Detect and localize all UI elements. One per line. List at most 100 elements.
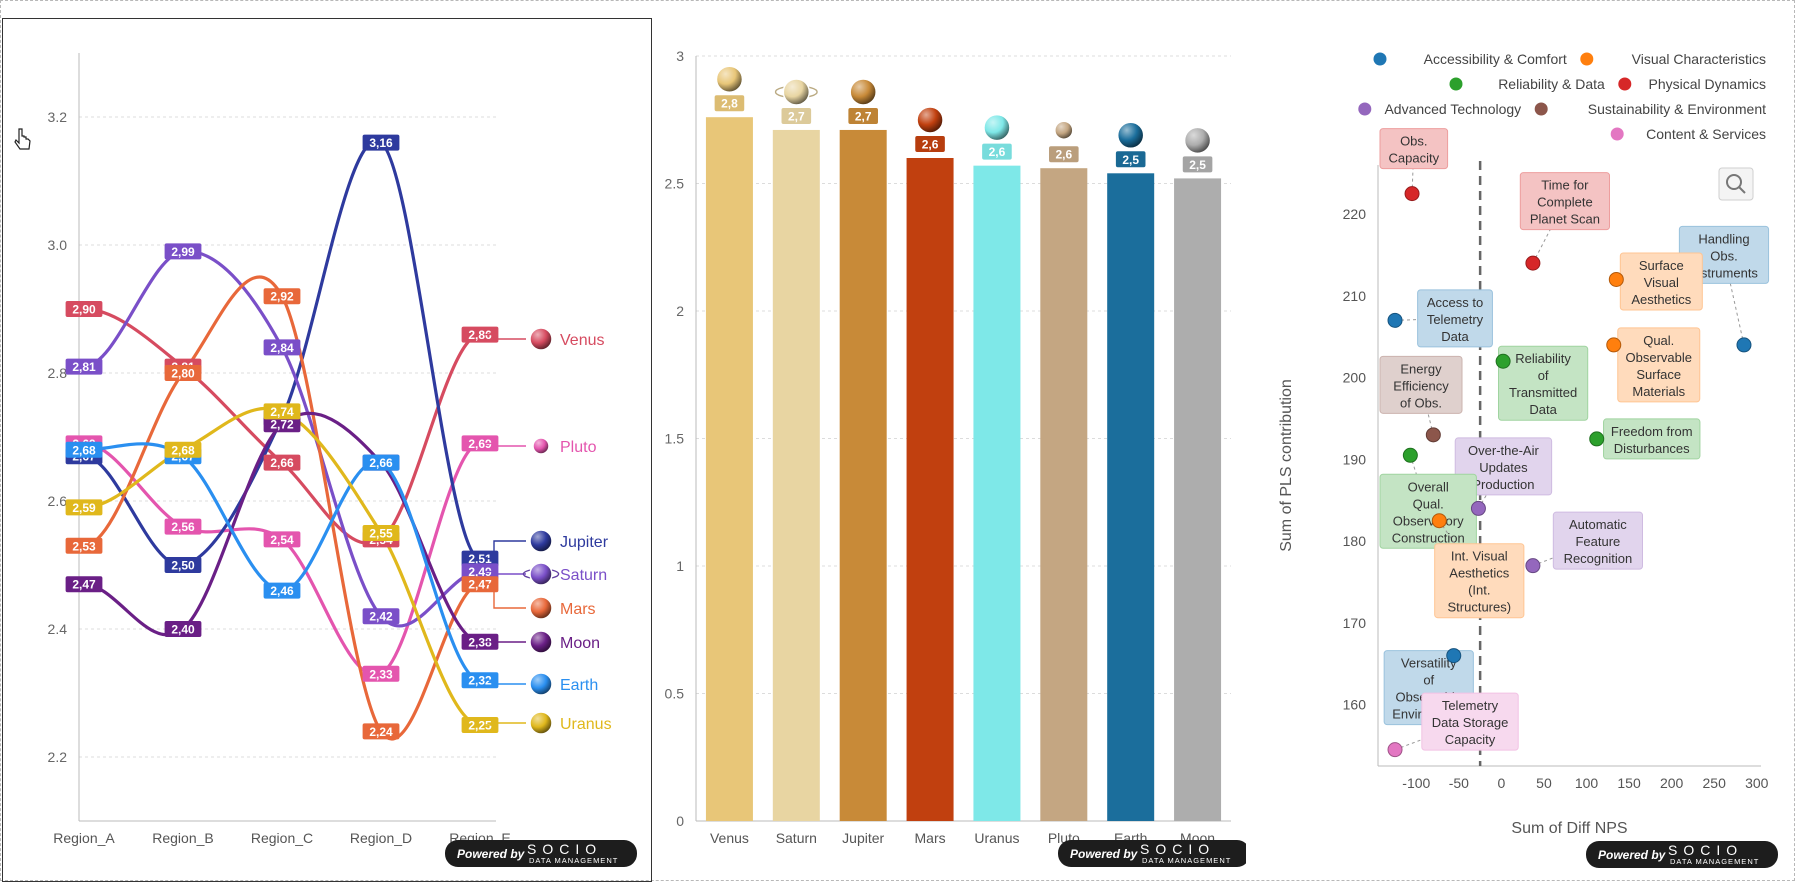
scatter-label-text: Telemetry	[1427, 312, 1484, 327]
line-data-label: 2,92	[264, 288, 301, 304]
scatter-label-text: Automatic	[1569, 517, 1627, 532]
scatter-label-text: Feature	[1575, 534, 1620, 549]
line-data-label-text: 2,80	[171, 367, 195, 381]
scatter-xtick-label: 100	[1575, 775, 1599, 791]
scatter-label-text: Complete	[1537, 195, 1593, 210]
legend-marker	[1535, 103, 1548, 116]
legend-marker	[1611, 128, 1624, 141]
scatter-label-text: Handling	[1698, 231, 1749, 246]
scatter-point	[1405, 187, 1419, 201]
line-ytick-label: 2.8	[48, 365, 68, 381]
planet-earth-icon	[530, 673, 552, 695]
line-data-label: 2,68	[66, 442, 103, 458]
scatter-label-text: Data Storage	[1432, 715, 1509, 730]
planet-uranus-icon-body	[984, 115, 1010, 141]
scatter-xtick-label: -50	[1449, 775, 1469, 791]
scatter-label-text: Energy	[1400, 361, 1442, 376]
bar-data-label-text: 2,6	[1055, 148, 1072, 162]
watermark-badge-powered: Powered by	[1598, 848, 1667, 862]
scatter-xtick-label: 50	[1536, 775, 1552, 791]
scatter-label-text: Surface	[1639, 258, 1684, 273]
legend-label: Mars	[560, 601, 596, 618]
planet-uranus-icon	[530, 712, 552, 734]
legend-marker	[1358, 103, 1371, 116]
planet-jupiter-icon-body	[530, 530, 552, 552]
line-data-label: 2,90	[66, 301, 103, 317]
line-data-label-text: 2,66	[369, 456, 393, 470]
bar-saturn	[773, 130, 820, 821]
bar-data-label: 2,6	[982, 144, 1012, 160]
scatter-label-text: of Obs.	[1400, 395, 1442, 410]
scatter-label-text: Disturbances	[1614, 441, 1690, 456]
planet-jupiter-icon	[850, 79, 876, 105]
scatter-label-text: Overall	[1408, 479, 1449, 494]
planet-mars-icon	[530, 597, 552, 619]
scatter-label-text: of	[1423, 673, 1434, 688]
planet-earth-icon	[1118, 122, 1144, 148]
scatter-label-text: Qual.	[1643, 333, 1674, 348]
watermark-badge-brand: SOCIO	[1668, 842, 1743, 858]
line-data-label: 2,80	[165, 365, 202, 381]
line-data-label-text: 2,59	[72, 501, 96, 515]
scatter-label-text: Recognition	[1564, 551, 1633, 566]
scatter-point	[1471, 501, 1485, 515]
planet-mars-icon	[917, 107, 943, 133]
watermark-badge-sub: DATA MANAGEMENT	[529, 856, 618, 865]
scatter-point	[1526, 559, 1540, 573]
line-data-label-text: 2,56	[171, 520, 195, 534]
bar-data-label-text: 2,6	[989, 145, 1006, 159]
planet-mars-icon-body	[917, 107, 943, 133]
planet-earth-icon-body	[530, 673, 552, 695]
line-data-label: 2,53	[66, 538, 103, 554]
bar-ytick-label: 0.5	[665, 686, 685, 702]
zoom-search-icon-bg	[1719, 168, 1753, 200]
bar-chart: 00.511.522.532,8Venus2,7Saturn2,7Jupiter…	[656, 1, 1246, 882]
bar-data-label: 2,5	[1183, 156, 1213, 172]
bar-data-label: 2,7	[848, 108, 878, 124]
line-data-label: 2,81	[66, 359, 103, 375]
scatter-ytick-label: 180	[1343, 533, 1367, 549]
bar-data-label-text: 2,7	[788, 109, 805, 123]
scatter-point	[1607, 338, 1621, 352]
scatter-point	[1447, 649, 1461, 663]
planet-venus-icon	[530, 328, 552, 350]
scatter-point-label: Automatic Feature Recognition	[1533, 512, 1643, 569]
bar-ytick-label: 1.5	[665, 431, 685, 447]
line-data-label-text: 2,90	[72, 303, 96, 317]
bar-data-label: 2,5	[1116, 151, 1146, 167]
scatter-ytick-label: 160	[1343, 697, 1367, 713]
scatter-label-text: Visual	[1644, 275, 1679, 290]
bar-earth	[1107, 173, 1154, 821]
zoom-search-icon[interactable]	[1719, 168, 1753, 200]
line-data-label: 2,74	[264, 403, 301, 419]
line-data-label-text: 3,16	[369, 136, 393, 150]
scatter-xlabel: Sum of Diff NPS	[1511, 820, 1627, 837]
scatter-xtick-label: 200	[1660, 775, 1684, 791]
bar-data-label: 2,6	[1049, 146, 1079, 162]
line-ytick-label: 3.2	[48, 109, 68, 125]
bar-data-label: 2,6	[915, 136, 945, 152]
bar-venus	[706, 117, 753, 821]
line-data-label: 2,56	[165, 519, 202, 535]
scatter-point	[1388, 743, 1402, 757]
bar-xtick-label: Jupiter	[842, 830, 884, 846]
scatter-ytick-label: 210	[1343, 288, 1367, 304]
planet-saturn-icon-body	[530, 563, 552, 585]
line-data-label: 2,42	[363, 608, 400, 624]
planet-moon-icon-body	[530, 631, 552, 653]
planet-jupiter-icon	[530, 530, 552, 552]
scatter-ytick-label: 200	[1343, 370, 1367, 386]
scatter-label-text: Obs.	[1400, 134, 1427, 149]
bar-data-label-text: 2,7	[855, 109, 872, 123]
bar-jupiter	[840, 130, 887, 821]
legend-label: Venus	[560, 332, 604, 349]
legend-label: Jupiter	[560, 534, 609, 551]
line-data-label: 2,55	[363, 525, 400, 541]
watermark-badge-powered: Powered by	[1070, 847, 1139, 861]
